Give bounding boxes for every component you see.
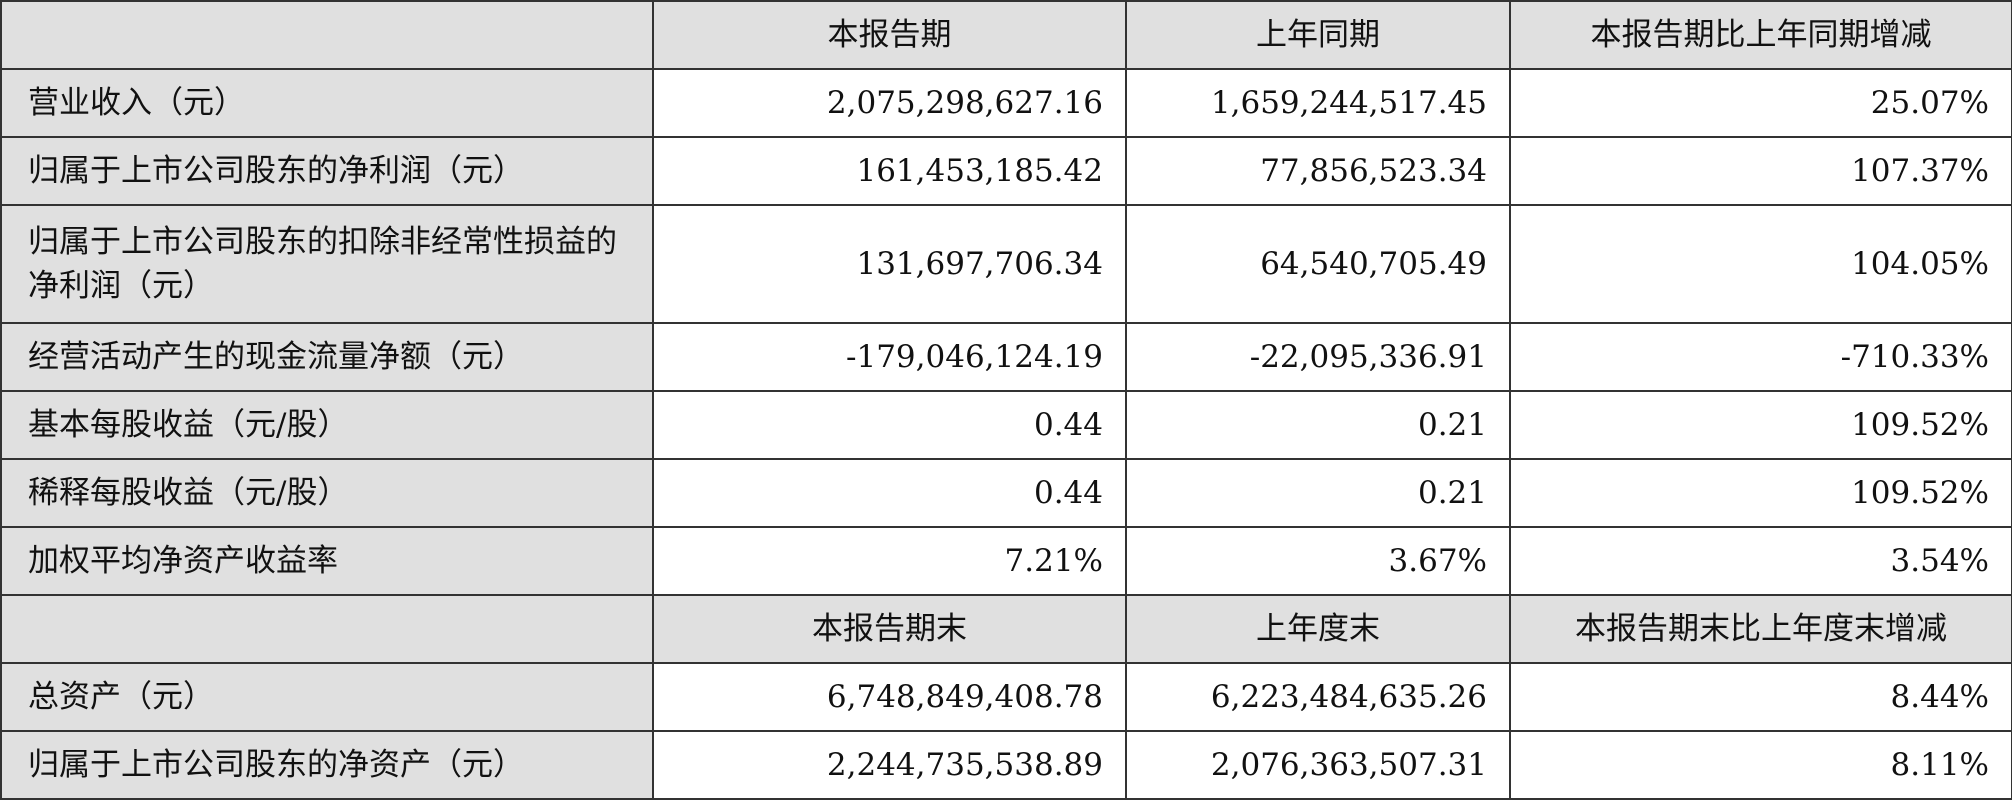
column-header: 本报告期比上年同期增减 xyxy=(1509,0,2012,70)
table-row: 基本每股收益（元/股） 0.44 0.21 109.52% xyxy=(0,390,2012,460)
table-cell: 8.44% xyxy=(1509,662,2012,732)
table-cell: 109.52% xyxy=(1509,390,2012,460)
table-cell: 6,748,849,408.78 xyxy=(652,662,1127,732)
table-cell: 1,659,244,517.45 xyxy=(1125,68,1511,138)
table-cell: 64,540,705.49 xyxy=(1125,204,1511,324)
table-cell: 109.52% xyxy=(1509,458,2012,528)
column-header: 本报告期末比上年度末增减 xyxy=(1509,594,2012,664)
table-row: 稀释每股收益（元/股） 0.44 0.21 109.52% xyxy=(0,458,2012,528)
table-cell: 161,453,185.42 xyxy=(652,136,1127,206)
table-row: 归属于上市公司股东的净利润（元） 161,453,185.42 77,856,523… xyxy=(0,136,2012,206)
table-cell: 77,856,523.34 xyxy=(1125,136,1511,206)
row-label: 营业收入（元） xyxy=(0,68,654,138)
column-header xyxy=(0,594,654,664)
header-row: 本报告期末 上年度末 本报告期末比上年度末增减 xyxy=(0,594,2012,664)
column-header: 上年同期 xyxy=(1125,0,1511,70)
table-cell: 104.05% xyxy=(1509,204,2012,324)
row-label: 经营活动产生的现金流量净额（元） xyxy=(0,322,654,392)
table-row: 归属于上市公司股东的扣除非经常性损益的净利润（元） 131,697,706.34 6… xyxy=(0,204,2012,324)
row-label: 总资产（元） xyxy=(0,662,654,732)
table-cell: 0.44 xyxy=(652,458,1127,528)
table-row: 归属于上市公司股东的净资产（元） 2,244,735,538.89 2,076,36… xyxy=(0,730,2012,800)
table-cell: 107.37% xyxy=(1509,136,2012,206)
table-cell: -179,046,124.19 xyxy=(652,322,1127,392)
table-cell: 0.21 xyxy=(1125,458,1511,528)
table-cell: 7.21% xyxy=(652,526,1127,596)
table-row: 总资产（元） 6,748,849,408.78 6,223,484,635.26 8.… xyxy=(0,662,2012,732)
table-row: 营业收入（元） 2,075,298,627.16 1,659,244,517.45 2… xyxy=(0,68,2012,138)
row-label: 归属于上市公司股东的净利润（元） xyxy=(0,136,654,206)
row-label: 基本每股收益（元/股） xyxy=(0,390,654,460)
table-cell: 131,697,706.34 xyxy=(652,204,1127,324)
column-header: 本报告期末 xyxy=(652,594,1127,664)
row-label: 加权平均净资产收益率 xyxy=(0,526,654,596)
table-cell: 2,244,735,538.89 xyxy=(652,730,1127,800)
table-row: 加权平均净资产收益率 7.21% 3.67% 3.54% xyxy=(0,526,2012,596)
table-cell: -710.33% xyxy=(1509,322,2012,392)
column-header: 上年度末 xyxy=(1125,594,1511,664)
column-header xyxy=(0,0,654,70)
table-cell: 8.11% xyxy=(1509,730,2012,800)
table-cell: 0.44 xyxy=(652,390,1127,460)
row-label: 归属于上市公司股东的净资产（元） xyxy=(0,730,654,800)
table-cell: 2,076,363,507.31 xyxy=(1125,730,1511,800)
row-label: 稀释每股收益（元/股） xyxy=(0,458,654,528)
table-cell: 2,075,298,627.16 xyxy=(652,68,1127,138)
table-cell: 0.21 xyxy=(1125,390,1511,460)
header-row: 本报告期 上年同期 本报告期比上年同期增减 xyxy=(0,0,2012,70)
table-cell: 3.67% xyxy=(1125,526,1511,596)
table-cell: 25.07% xyxy=(1509,68,2012,138)
row-label: 归属于上市公司股东的扣除非经常性损益的净利润（元） xyxy=(0,204,654,324)
table-cell: 6,223,484,635.26 xyxy=(1125,662,1511,732)
column-header: 本报告期 xyxy=(652,0,1127,70)
table-cell: -22,095,336.91 xyxy=(1125,322,1511,392)
table-cell: 3.54% xyxy=(1509,526,2012,596)
table-row: 经营活动产生的现金流量净额（元） -179,046,124.19 -22,095,3… xyxy=(0,322,2012,392)
